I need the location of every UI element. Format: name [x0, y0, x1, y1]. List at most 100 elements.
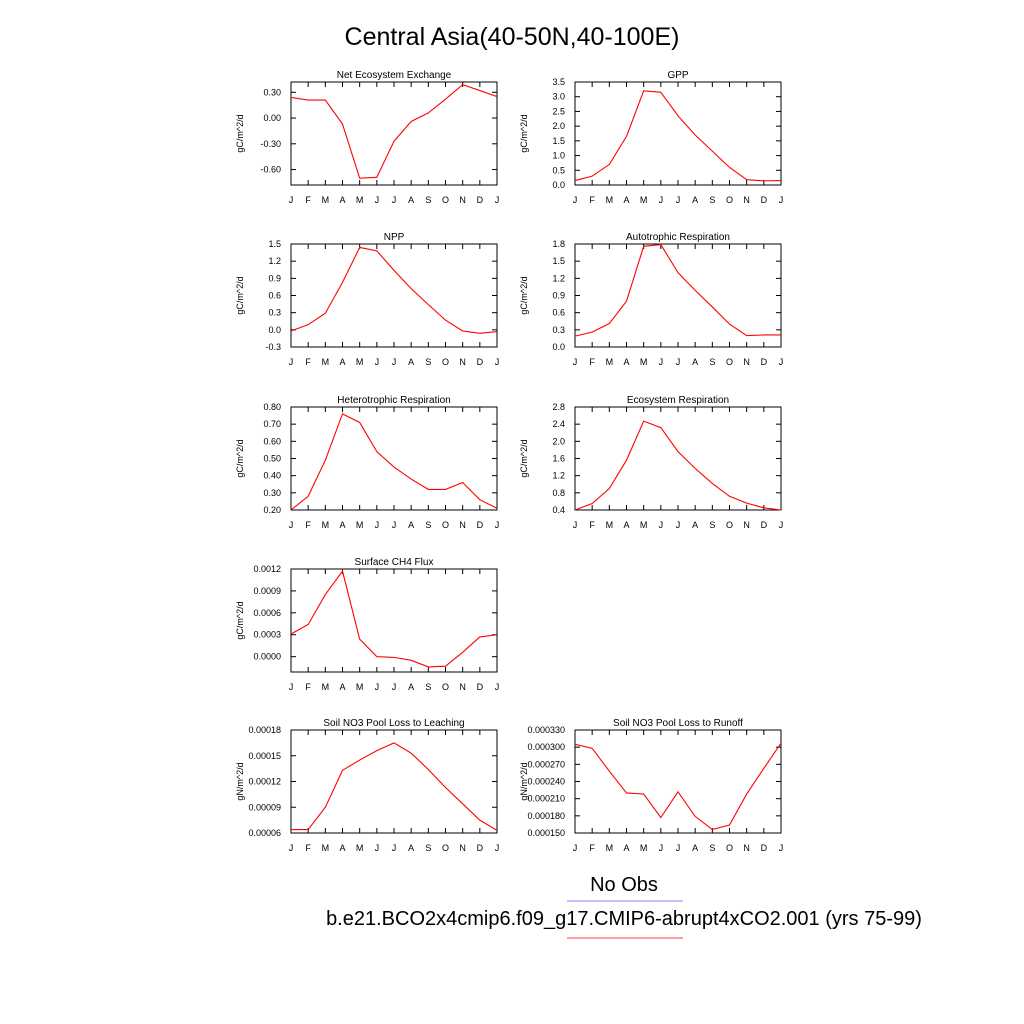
- x-tick-label: M: [322, 357, 330, 367]
- y-tick-label: 0.000330: [527, 725, 565, 735]
- x-tick-label: D: [761, 520, 768, 530]
- x-tick-label: M: [322, 520, 330, 530]
- x-tick-label: J: [659, 357, 664, 367]
- x-tick-label: S: [425, 357, 431, 367]
- y-tick-label: 0.6: [552, 308, 565, 318]
- x-tick-label: A: [408, 520, 414, 530]
- y-tick-label: 1.6: [552, 454, 565, 464]
- series-line: [291, 742, 498, 831]
- y-tick-label: 3.5: [552, 77, 565, 87]
- y-tick-label: 1.5: [268, 239, 281, 249]
- x-tick-label: N: [743, 843, 750, 853]
- x-tick-label: J: [289, 357, 294, 367]
- x-tick-label: J: [573, 520, 578, 530]
- x-tick-label: J: [779, 520, 784, 530]
- x-tick-label: J: [573, 357, 578, 367]
- x-tick-label: N: [743, 195, 750, 205]
- x-tick-label: J: [289, 843, 294, 853]
- x-tick-label: A: [623, 843, 629, 853]
- plot-frame: [574, 243, 782, 348]
- x-tick-label: J: [392, 843, 397, 853]
- x-tick-label: A: [623, 357, 629, 367]
- y-tick-label: 2.4: [552, 419, 565, 429]
- panel-title: Surface CH4 Flux: [355, 557, 434, 568]
- x-tick-label: J: [676, 843, 681, 853]
- plot-frame: [574, 729, 782, 834]
- x-tick-label: J: [573, 843, 578, 853]
- x-tick-label: A: [623, 195, 629, 205]
- y-axis-label: gC/m^2/d: [235, 601, 245, 639]
- x-tick-label: A: [408, 682, 414, 692]
- x-tick-label: S: [425, 843, 431, 853]
- y-tick-label: 0.6: [268, 291, 281, 301]
- x-tick-label: J: [495, 357, 500, 367]
- x-tick-label: M: [640, 195, 648, 205]
- y-tick-label: 1.8: [552, 239, 565, 249]
- panel-title: Ecosystem Respiration: [627, 395, 729, 406]
- y-tick-label: 0.50: [263, 454, 281, 464]
- y-tick-label: 3.0: [552, 92, 565, 102]
- x-tick-label: D: [761, 195, 768, 205]
- y-axis-label: gC/m^2/d: [235, 114, 245, 152]
- x-tick-label: F: [589, 357, 595, 367]
- x-tick-label: A: [408, 357, 414, 367]
- x-tick-label: S: [709, 195, 715, 205]
- x-tick-label: A: [692, 195, 698, 205]
- x-tick-label: D: [761, 843, 768, 853]
- y-tick-label: 0.3: [552, 325, 565, 335]
- panel-title: Heterotrophic Respiration: [337, 395, 450, 406]
- y-tick-label: 0.0: [552, 342, 565, 352]
- y-tick-label: 0.30: [263, 488, 281, 498]
- panel-title: Soil NO3 Pool Loss to Leaching: [323, 718, 464, 729]
- x-tick-label: J: [676, 520, 681, 530]
- x-tick-label: O: [442, 357, 449, 367]
- x-tick-label: J: [375, 357, 380, 367]
- x-tick-label: A: [623, 520, 629, 530]
- x-tick-label: A: [339, 357, 345, 367]
- x-tick-label: N: [459, 520, 466, 530]
- series-line: [574, 243, 781, 337]
- x-tick-label: J: [779, 843, 784, 853]
- x-tick-label: F: [305, 357, 311, 367]
- x-tick-label: F: [305, 195, 311, 205]
- series-line: [574, 90, 782, 182]
- x-tick-label: F: [305, 520, 311, 530]
- x-tick-label: J: [375, 520, 380, 530]
- panel-title: NPP: [384, 232, 405, 243]
- x-tick-label: M: [356, 520, 364, 530]
- x-tick-label: D: [477, 357, 484, 367]
- x-tick-label: J: [495, 843, 500, 853]
- y-tick-label: 0.00006: [248, 828, 281, 838]
- y-tick-label: 0.9: [268, 273, 281, 283]
- x-tick-label: J: [375, 843, 380, 853]
- y-tick-label: 1.2: [552, 273, 565, 283]
- x-tick-label: J: [392, 682, 397, 692]
- x-tick-label: N: [743, 357, 750, 367]
- x-tick-label: J: [573, 195, 578, 205]
- x-tick-label: F: [589, 520, 595, 530]
- x-tick-label: F: [305, 682, 311, 692]
- x-tick-label: D: [477, 843, 484, 853]
- y-tick-label: 0.0006: [253, 608, 281, 618]
- x-tick-label: A: [408, 195, 414, 205]
- panel-title: Net Ecosystem Exchange: [337, 70, 452, 81]
- series-line: [290, 413, 498, 511]
- x-tick-label: S: [709, 520, 715, 530]
- y-axis-label: gC/m^2/d: [235, 276, 245, 314]
- y-tick-label: 1.5: [552, 256, 565, 266]
- x-tick-label: J: [779, 357, 784, 367]
- series-line: [290, 83, 498, 179]
- legend-model-label: b.e21.BCO2x4cmip6.f09_g17.CMIP6-abrupt4x…: [326, 908, 922, 930]
- x-tick-label: M: [606, 195, 614, 205]
- y-tick-label: 1.5: [552, 136, 565, 146]
- x-tick-label: F: [305, 843, 311, 853]
- x-tick-label: J: [779, 195, 784, 205]
- y-tick-label: 0.0012: [253, 564, 281, 574]
- y-tick-label: 0.000150: [527, 828, 565, 838]
- x-tick-label: J: [289, 520, 294, 530]
- y-tick-label: 0.4: [552, 505, 565, 515]
